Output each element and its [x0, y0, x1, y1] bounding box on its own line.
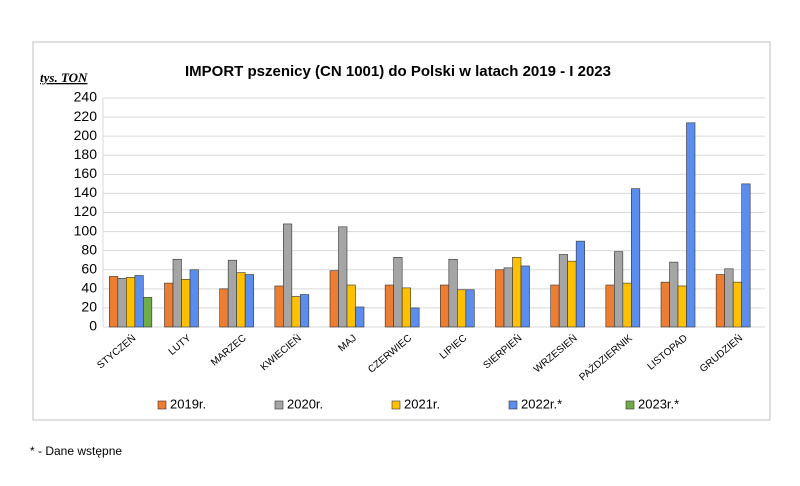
bar: [338, 226, 348, 328]
bar: [669, 261, 679, 328]
bar: [244, 274, 254, 328]
y-tick-label: 100: [74, 222, 98, 238]
legend-label: 2021r.: [404, 396, 440, 411]
bar: [512, 257, 522, 328]
bar: [109, 276, 119, 328]
bar: [274, 285, 284, 328]
y-tick-label: 200: [74, 127, 98, 143]
bar: [440, 284, 450, 328]
bar: [219, 288, 229, 328]
chart-title: IMPORT pszenicy (CN 1001) do Polski w la…: [185, 63, 611, 80]
bar: [143, 297, 153, 328]
bar: [283, 223, 293, 328]
y-tick-label: 60: [81, 260, 97, 276]
legend-label: 2020r.: [287, 396, 323, 411]
bar: [189, 269, 199, 328]
bar: [660, 281, 670, 328]
bar: [384, 284, 394, 328]
bar: [126, 277, 136, 328]
bar: [622, 282, 632, 328]
bar: [614, 251, 624, 328]
bar: [355, 306, 365, 328]
bar: [134, 275, 144, 328]
bar: [346, 284, 356, 328]
legend-swatch: [391, 400, 401, 410]
y-tick-label: 220: [74, 108, 98, 124]
bar: [410, 307, 420, 328]
bar: [732, 281, 742, 328]
bar: [457, 289, 467, 328]
legend-label: 2019r.: [170, 396, 206, 411]
legend-label: 2023r.*: [638, 396, 679, 411]
bar: [172, 258, 182, 328]
bar: [401, 287, 411, 328]
bar: [495, 269, 505, 328]
bar: [605, 284, 615, 328]
bar: [686, 122, 696, 328]
legend-swatch: [625, 400, 635, 410]
y-tick-label: 80: [81, 241, 97, 257]
bar: [741, 183, 751, 328]
y-tick-label: 180: [74, 146, 98, 162]
footnote: * - Dane wstępne: [30, 444, 122, 458]
chart-frame: [32, 41, 771, 421]
bar: [575, 240, 585, 328]
y-tick-label: 20: [81, 299, 97, 315]
bar: [715, 274, 725, 328]
bar: [393, 257, 403, 328]
legend-swatch: [508, 400, 518, 410]
legend-swatch: [157, 400, 167, 410]
y-tick-label: 240: [74, 89, 98, 105]
bar: [567, 260, 577, 328]
bar: [448, 258, 458, 328]
bar: [300, 294, 310, 328]
bar: [181, 278, 191, 328]
bar: [503, 267, 513, 328]
bar: [677, 285, 687, 328]
bar: [724, 268, 734, 328]
bar: [631, 188, 641, 328]
bar: [550, 284, 560, 328]
bar: [329, 270, 339, 328]
legend-label: 2022r.*: [521, 396, 562, 411]
y-axis-label: tys. TON: [40, 70, 88, 85]
bar: [236, 272, 246, 328]
bar: [164, 282, 174, 328]
bar: [117, 278, 127, 328]
legend-swatch: [274, 400, 284, 410]
y-tick-label: 0: [89, 318, 97, 334]
bar: [227, 259, 237, 328]
bar: [558, 254, 568, 328]
bar: [291, 296, 301, 328]
y-tick-label: 140: [74, 184, 98, 200]
bar: [465, 289, 475, 328]
bar: [520, 265, 530, 328]
y-tick-label: 40: [81, 280, 97, 296]
y-tick-label: 160: [74, 165, 98, 181]
y-tick-label: 120: [74, 203, 98, 219]
